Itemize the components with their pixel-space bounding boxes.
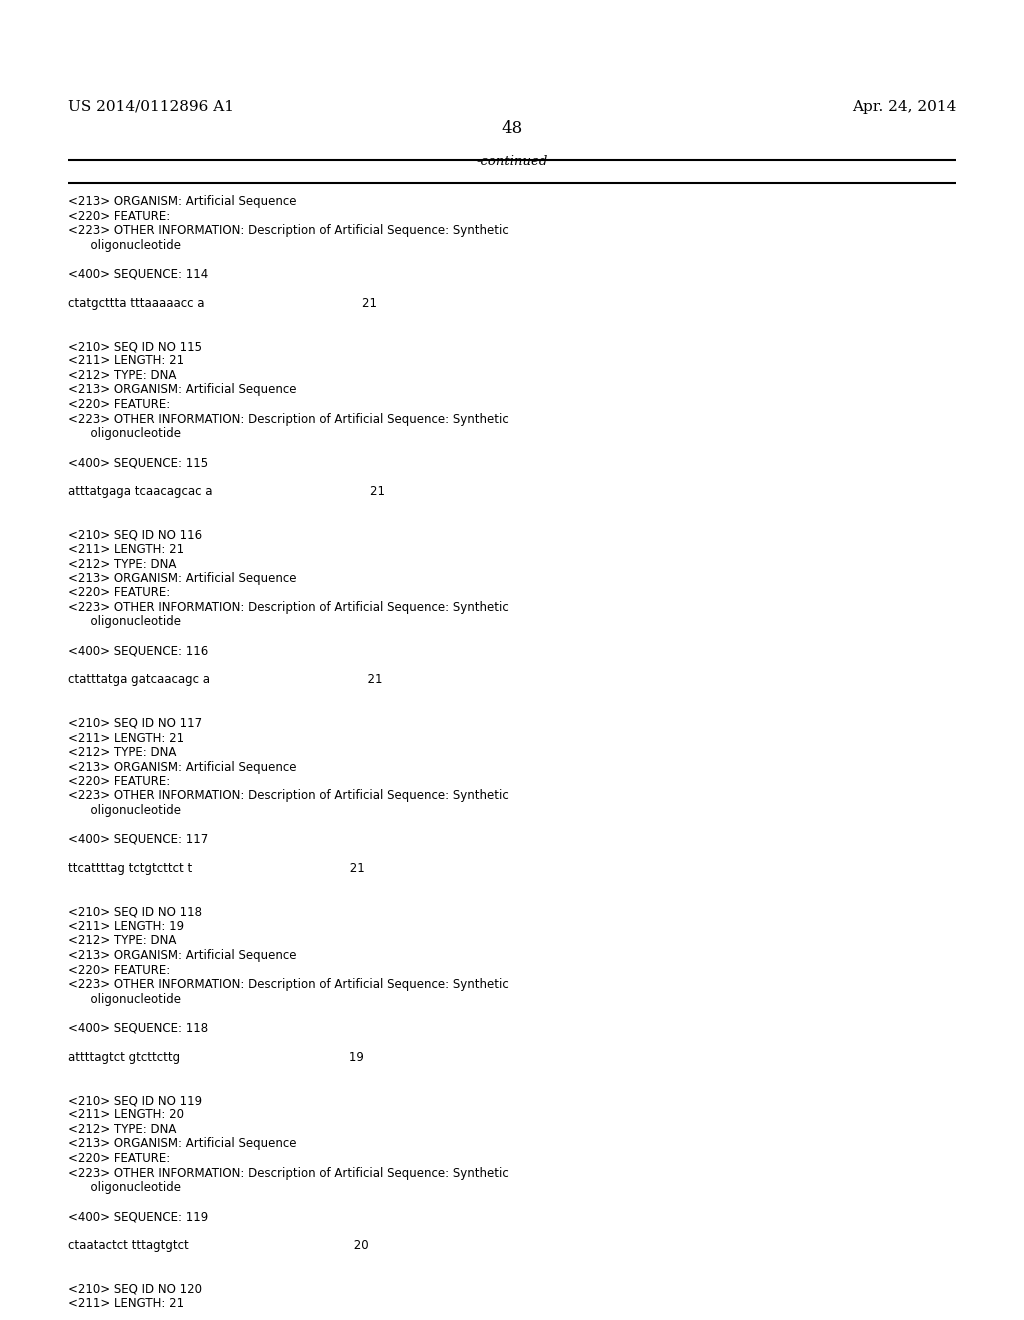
Text: <210> SEQ ID NO 118: <210> SEQ ID NO 118 (68, 906, 202, 919)
Text: <212> TYPE: DNA: <212> TYPE: DNA (68, 746, 176, 759)
Text: oligonucleotide: oligonucleotide (68, 804, 181, 817)
Text: <400> SEQUENCE: 118: <400> SEQUENCE: 118 (68, 1022, 208, 1035)
Text: atttatgaga tcaacagcac a                                          21: atttatgaga tcaacagcac a 21 (68, 484, 385, 498)
Text: <210> SEQ ID NO 119: <210> SEQ ID NO 119 (68, 1094, 202, 1107)
Text: <212> TYPE: DNA: <212> TYPE: DNA (68, 370, 176, 381)
Text: Apr. 24, 2014: Apr. 24, 2014 (852, 100, 956, 114)
Text: <211> LENGTH: 21: <211> LENGTH: 21 (68, 1298, 184, 1309)
Text: <220> FEATURE:: <220> FEATURE: (68, 210, 170, 223)
Text: <223> OTHER INFORMATION: Description of Artificial Sequence: Synthetic: <223> OTHER INFORMATION: Description of … (68, 224, 509, 238)
Text: <211> LENGTH: 19: <211> LENGTH: 19 (68, 920, 184, 933)
Text: <220> FEATURE:: <220> FEATURE: (68, 775, 170, 788)
Text: <210> SEQ ID NO 116: <210> SEQ ID NO 116 (68, 528, 202, 541)
Text: <223> OTHER INFORMATION: Description of Artificial Sequence: Synthetic: <223> OTHER INFORMATION: Description of … (68, 412, 509, 425)
Text: <212> TYPE: DNA: <212> TYPE: DNA (68, 1123, 176, 1137)
Text: attttagtct gtcttcttg                                             19: attttagtct gtcttcttg 19 (68, 1051, 364, 1064)
Text: ctaatactct tttagtgtct                                            20: ctaatactct tttagtgtct 20 (68, 1239, 369, 1251)
Text: <223> OTHER INFORMATION: Description of Artificial Sequence: Synthetic: <223> OTHER INFORMATION: Description of … (68, 789, 509, 803)
Text: <210> SEQ ID NO 115: <210> SEQ ID NO 115 (68, 341, 202, 352)
Text: <223> OTHER INFORMATION: Description of Artificial Sequence: Synthetic: <223> OTHER INFORMATION: Description of … (68, 1167, 509, 1180)
Text: <213> ORGANISM: Artificial Sequence: <213> ORGANISM: Artificial Sequence (68, 1138, 297, 1151)
Text: <211> LENGTH: 20: <211> LENGTH: 20 (68, 1109, 184, 1122)
Text: <213> ORGANISM: Artificial Sequence: <213> ORGANISM: Artificial Sequence (68, 572, 297, 585)
Text: <220> FEATURE:: <220> FEATURE: (68, 1152, 170, 1166)
Text: oligonucleotide: oligonucleotide (68, 615, 181, 628)
Text: <213> ORGANISM: Artificial Sequence: <213> ORGANISM: Artificial Sequence (68, 384, 297, 396)
Text: ttcattttag tctgtcttct t                                          21: ttcattttag tctgtcttct t 21 (68, 862, 365, 875)
Text: <212> TYPE: DNA: <212> TYPE: DNA (68, 557, 176, 570)
Text: <213> ORGANISM: Artificial Sequence: <213> ORGANISM: Artificial Sequence (68, 949, 297, 962)
Text: <400> SEQUENCE: 119: <400> SEQUENCE: 119 (68, 1210, 208, 1224)
Text: <211> LENGTH: 21: <211> LENGTH: 21 (68, 543, 184, 556)
Text: <213> ORGANISM: Artificial Sequence: <213> ORGANISM: Artificial Sequence (68, 760, 297, 774)
Text: <400> SEQUENCE: 115: <400> SEQUENCE: 115 (68, 455, 208, 469)
Text: oligonucleotide: oligonucleotide (68, 993, 181, 1006)
Text: <210> SEQ ID NO 117: <210> SEQ ID NO 117 (68, 717, 202, 730)
Text: <220> FEATURE:: <220> FEATURE: (68, 586, 170, 599)
Text: <220> FEATURE:: <220> FEATURE: (68, 399, 170, 411)
Text: oligonucleotide: oligonucleotide (68, 239, 181, 252)
Text: <400> SEQUENCE: 116: <400> SEQUENCE: 116 (68, 644, 208, 657)
Text: 48: 48 (502, 120, 522, 137)
Text: oligonucleotide: oligonucleotide (68, 426, 181, 440)
Text: ctatgcttta tttaaaaacc a                                          21: ctatgcttta tttaaaaacc a 21 (68, 297, 377, 309)
Text: -continued: -continued (476, 154, 548, 168)
Text: <211> LENGTH: 21: <211> LENGTH: 21 (68, 731, 184, 744)
Text: <400> SEQUENCE: 114: <400> SEQUENCE: 114 (68, 268, 208, 281)
Text: <212> TYPE: DNA: <212> TYPE: DNA (68, 935, 176, 948)
Text: oligonucleotide: oligonucleotide (68, 1181, 181, 1195)
Text: <211> LENGTH: 21: <211> LENGTH: 21 (68, 355, 184, 367)
Text: <223> OTHER INFORMATION: Description of Artificial Sequence: Synthetic: <223> OTHER INFORMATION: Description of … (68, 978, 509, 991)
Text: <400> SEQUENCE: 117: <400> SEQUENCE: 117 (68, 833, 208, 846)
Text: <213> ORGANISM: Artificial Sequence: <213> ORGANISM: Artificial Sequence (68, 195, 297, 209)
Text: ctatttatga gatcaacagc a                                          21: ctatttatga gatcaacagc a 21 (68, 673, 383, 686)
Text: <210> SEQ ID NO 120: <210> SEQ ID NO 120 (68, 1283, 202, 1295)
Text: <223> OTHER INFORMATION: Description of Artificial Sequence: Synthetic: <223> OTHER INFORMATION: Description of … (68, 601, 509, 614)
Text: US 2014/0112896 A1: US 2014/0112896 A1 (68, 100, 234, 114)
Text: <220> FEATURE:: <220> FEATURE: (68, 964, 170, 977)
